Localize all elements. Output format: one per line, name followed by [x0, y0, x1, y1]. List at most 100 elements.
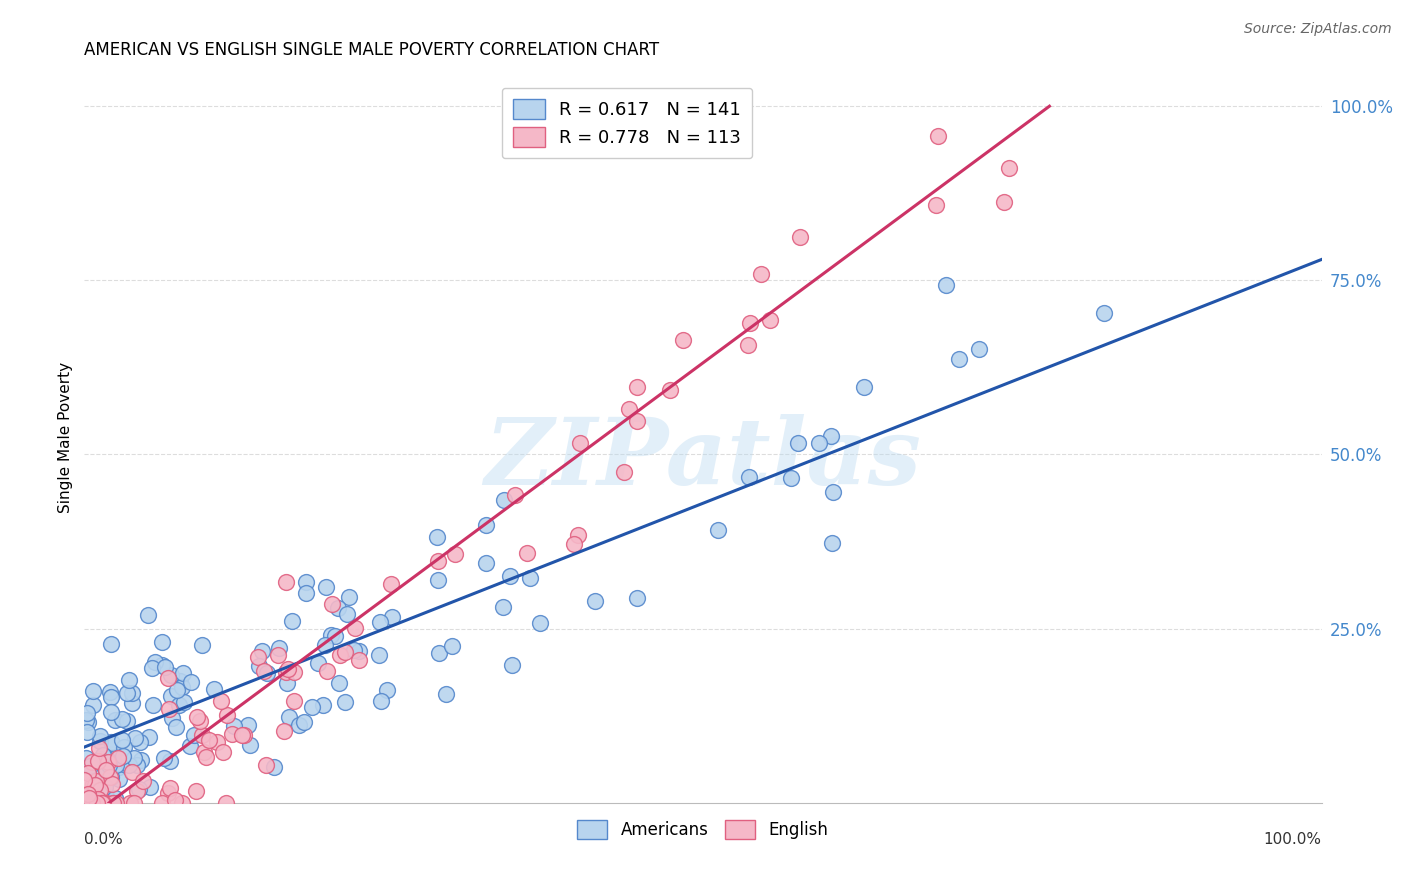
Point: [288, 718, 311, 732]
Point: [440, 639, 463, 653]
Point: [96, 752, 118, 766]
Point: [87, 791, 110, 805]
Point: [337, 590, 360, 604]
Point: [821, 536, 844, 550]
Point: [276, 574, 298, 589]
Point: [263, 760, 285, 774]
Point: [153, 660, 176, 674]
Point: [89, 751, 111, 765]
Point: [97, 755, 120, 769]
Point: [121, 764, 143, 779]
Point: [129, 735, 152, 749]
Point: [152, 750, 174, 764]
Point: [100, 771, 122, 785]
Point: [626, 591, 648, 606]
Point: [789, 229, 811, 244]
Point: [94, 789, 117, 803]
Point: [519, 571, 541, 585]
Point: [141, 661, 163, 675]
Point: [75, 714, 97, 728]
Point: [474, 517, 496, 532]
Point: [101, 736, 124, 750]
Point: [142, 698, 165, 712]
Point: [87, 740, 110, 755]
Point: [253, 664, 276, 678]
Point: [100, 777, 122, 791]
Point: [96, 796, 118, 810]
Point: [503, 488, 526, 502]
Point: [100, 637, 122, 651]
Point: [283, 693, 305, 707]
Point: [344, 621, 367, 635]
Point: [328, 676, 350, 690]
Point: [75, 758, 97, 772]
Point: [86, 796, 108, 810]
Point: [77, 786, 100, 800]
Point: [83, 796, 105, 810]
Point: [159, 755, 181, 769]
Point: [82, 698, 104, 713]
Point: [150, 657, 173, 672]
Point: [211, 694, 233, 708]
Point: [853, 380, 876, 394]
Point: [426, 530, 449, 544]
Point: [91, 747, 114, 762]
Point: [626, 414, 648, 428]
Point: [132, 773, 155, 788]
Point: [217, 708, 239, 723]
Point: [326, 601, 349, 615]
Point: [172, 680, 194, 694]
Point: [823, 485, 845, 500]
Point: [94, 796, 117, 810]
Point: [434, 687, 457, 701]
Point: [274, 665, 297, 679]
Point: [105, 796, 128, 810]
Text: AMERICAN VS ENGLISH SINGLE MALE POVERTY CORRELATION CHART: AMERICAN VS ENGLISH SINGLE MALE POVERTY …: [84, 41, 659, 59]
Point: [150, 635, 173, 649]
Point: [367, 648, 389, 662]
Point: [269, 641, 291, 656]
Text: 100.0%: 100.0%: [1264, 832, 1322, 847]
Point: [121, 696, 143, 710]
Point: [231, 728, 253, 742]
Point: [112, 740, 135, 755]
Point: [370, 694, 392, 708]
Point: [124, 731, 146, 746]
Point: [89, 764, 111, 778]
Point: [617, 402, 640, 417]
Point: [115, 714, 138, 728]
Point: [79, 796, 101, 810]
Point: [108, 760, 131, 774]
Point: [1092, 306, 1115, 320]
Point: [329, 648, 352, 663]
Point: [381, 610, 404, 624]
Point: [104, 713, 127, 727]
Point: [160, 667, 183, 681]
Point: [301, 700, 323, 714]
Point: [157, 702, 180, 716]
Point: [494, 492, 516, 507]
Point: [427, 573, 450, 587]
Point: [562, 536, 585, 550]
Point: [128, 781, 150, 796]
Point: [77, 765, 100, 780]
Point: [516, 546, 538, 560]
Point: [256, 665, 278, 680]
Point: [104, 790, 127, 805]
Text: ZIPatlas: ZIPatlas: [485, 414, 921, 504]
Point: [273, 724, 295, 739]
Point: [758, 313, 780, 327]
Point: [499, 569, 522, 583]
Legend: Americans, English: Americans, English: [571, 814, 835, 846]
Point: [76, 724, 98, 739]
Point: [427, 554, 450, 568]
Point: [967, 342, 990, 356]
Point: [184, 784, 207, 798]
Point: [117, 758, 139, 772]
Point: [129, 753, 152, 767]
Point: [169, 698, 191, 712]
Point: [779, 470, 801, 484]
Point: [125, 784, 148, 798]
Point: [107, 750, 129, 764]
Point: [100, 706, 122, 720]
